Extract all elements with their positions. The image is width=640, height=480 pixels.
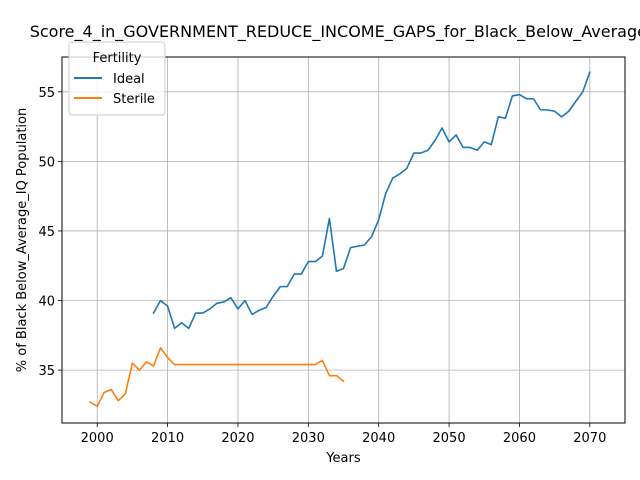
legend-label-sterile: Sterile [113, 92, 155, 107]
legend-title: Fertility [93, 51, 142, 66]
y-tick-label: 55 [38, 86, 55, 101]
legend-box [68, 41, 166, 116]
x-axis-label: Years [325, 451, 361, 466]
legend-label-ideal: Ideal [113, 72, 145, 87]
y-tick-label: 50 [38, 155, 55, 170]
x-tick-label: 2040 [362, 431, 395, 446]
x-tick-label: 2030 [292, 431, 325, 446]
axis-ticks: 2000 2010 2020 2030 2040 2050 2060 2070 35 40 45 50… [38, 86, 606, 446]
grid-lines [62, 57, 625, 423]
y-tick-label: 35 [38, 364, 55, 379]
chart-title: Score_4_in_GOVERNMENT_REDUCE_INCOME_GAPS… [30, 22, 640, 42]
x-tick-label: 2000 [81, 431, 114, 446]
y-tick-label: 45 [38, 225, 55, 240]
x-tick-label: 2060 [503, 431, 536, 446]
x-tick-label: 2050 [433, 431, 466, 446]
y-tick-label: 40 [38, 295, 55, 310]
plot-area-frame [61, 56, 626, 424]
x-tick-label: 2010 [151, 431, 184, 446]
legend: Fertility Ideal Sterile [68, 41, 166, 116]
x-tick-label: 2020 [221, 431, 254, 446]
x-tick-label: 2070 [573, 431, 606, 446]
series-line-sterile [89, 347, 345, 408]
series-line-ideal [152, 71, 591, 330]
series-layer [89, 71, 591, 408]
y-axis-label: % of Black Below_Average_IQ Population [15, 108, 30, 372]
